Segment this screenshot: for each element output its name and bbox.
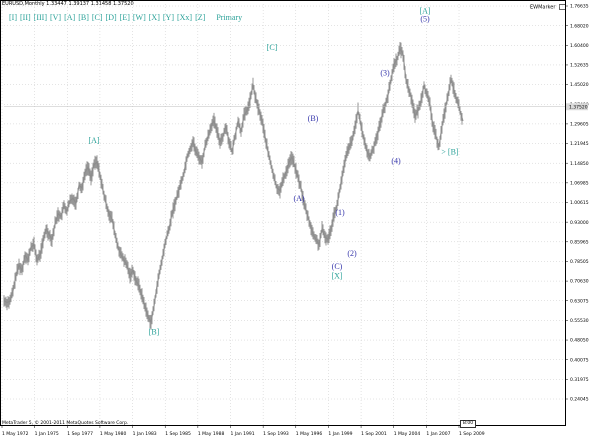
price-bars [3,42,463,330]
x-tick-label: 1 Jan 1983 [133,431,157,437]
grid-layer [1,4,565,425]
price-line [3,47,464,324]
wave-label[interactable]: (4) [391,156,401,165]
wave-label[interactable]: [A] [419,7,430,16]
wave-button-c[interactable]: [C] [91,13,103,22]
y-tick-label: 1.14850 [570,161,589,167]
plot-area-border [0,0,566,426]
wave-button-w[interactable]: [W] [132,13,146,22]
wave-labels: [A][B][C](B)(A)(1)(2)(C)[X](3)(4)[A](5)>… [88,7,458,337]
y-tick-label: 1.00615 [570,200,589,206]
ewmarker-label: EWMarker [530,4,556,11]
current-price-marker: 1.37520 [4,103,588,111]
wave-label[interactable]: (C) [332,262,343,271]
price-series [3,42,464,330]
x-tick-label: 1 May 1972 [2,431,29,437]
y-tick-label: 0.78505 [570,259,589,265]
y-tick-label: 0.40075 [570,357,589,363]
x-tick-label: 1 Sep 1985 [165,431,191,437]
wave-button-z[interactable]: [Z] [195,13,206,22]
wave-button-i[interactable]: [I] [9,13,17,22]
x-tick-label: 1 May 1988 [198,431,225,437]
y-tick-label: 1.68020 [570,23,589,29]
current-price-badge [566,103,588,111]
y-tick-label: 1.29605 [570,122,589,128]
wave-label[interactable]: (2) [347,249,357,258]
y-tick-label: 0.55530 [570,318,589,324]
wave-button-ii[interactable]: [II] [20,13,31,22]
y-tick-label: 0.63075 [570,298,589,304]
price-axis: 1.766351.680201.604001.526351.450201.374… [565,4,589,403]
symbol-info-header: EURUSD,Monthly 1.33447 1.39137 1.31458 1… [2,1,134,7]
x-tick-label: 1 May 1980 [100,431,127,437]
wave-label[interactable]: (A) [293,194,304,203]
x-tick-label: 1 Sep 2001 [361,431,387,437]
wave-label[interactable]: (3) [380,68,390,77]
wave-button-e[interactable]: [E] [119,13,130,22]
wave-label[interactable]: (1) [335,208,345,217]
wave-label[interactable]: [B] [149,328,160,337]
wave-button-iii[interactable]: [III] [33,13,47,22]
y-tick-label: 1.60400 [570,43,589,49]
x-tick-label: 1 Sep 2009 [459,431,485,437]
wave-label[interactable]: > [B] [441,147,459,156]
y-tick-label: 1.45020 [570,82,589,88]
y-tick-label: 0.48050 [570,338,589,344]
x-tick-label: 1 May 1996 [296,431,323,437]
copyright-text: MetaTrader 5, © 2001-2011 MetaQuotes Sof… [2,421,129,426]
wave-degree-primary[interactable]: Primary [216,13,243,22]
wave-button-d[interactable]: [D] [105,13,117,22]
y-tick-label: 1.21945 [570,141,589,147]
wave-button-b[interactable]: [B] [78,13,89,22]
wave-label[interactable]: (B) [308,114,319,123]
wave-button-xx[interactable]: [Xx] [176,13,193,22]
wave-label[interactable]: [X] [331,272,342,281]
wave-button-a[interactable]: [A] [64,13,76,22]
y-tick-label: 1.76635 [570,4,589,10]
x-tick-label: 1 Jan 1975 [35,431,59,437]
y-tick-label: 0.70630 [570,279,589,285]
y-tick-label: 0.31975 [570,377,589,383]
price-tag-box: B:00 [460,420,476,428]
y-tick-label: 0.93000 [570,220,589,226]
y-tick-label: 0.85965 [570,239,589,245]
y-tick-label: 1.52635 [570,63,589,69]
wave-button-x[interactable]: [X] [148,13,160,22]
x-tick-label: 1 Sep 1977 [67,431,93,437]
y-tick-label: 1.06985 [570,180,589,186]
x-tick-label: 1 Jan 2007 [426,431,450,437]
wave-button-y[interactable]: [Y] [162,13,174,22]
current-price-label: 1.37520 [569,105,588,111]
wave-toolbar: [I] [II] [III] [V] [A] [B] [C] [D] [E] [… [8,13,243,22]
x-tick-label: 1 Jan 1991 [231,431,255,437]
x-tick-label: 1 May 2004 [394,431,421,437]
wave-label[interactable]: [A] [88,136,99,145]
wave-label[interactable]: (5) [420,15,430,24]
time-axis: 1 May 1972 1 Jan 1975 1 Sep 1977 1 May 1980… [1,425,485,437]
x-tick-label: 1 Jan 1999 [328,431,352,437]
wave-label[interactable]: [C] [267,43,278,52]
wave-button-v[interactable]: [V] [49,13,62,22]
y-tick-label: 0.24045 [570,397,589,403]
x-tick-label: 1 Sep 1993 [263,431,289,437]
